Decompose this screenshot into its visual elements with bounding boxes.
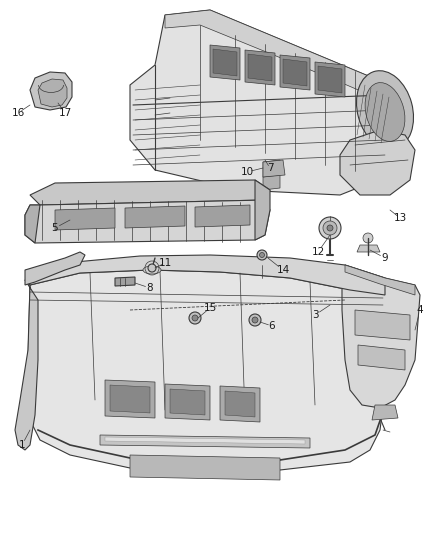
Polygon shape xyxy=(130,455,280,480)
Polygon shape xyxy=(105,380,155,418)
Ellipse shape xyxy=(323,221,337,235)
Polygon shape xyxy=(195,205,250,227)
Polygon shape xyxy=(358,345,405,370)
Text: 10: 10 xyxy=(240,167,254,177)
Polygon shape xyxy=(130,10,390,195)
Ellipse shape xyxy=(365,83,405,141)
Polygon shape xyxy=(357,245,380,252)
Polygon shape xyxy=(30,72,72,110)
Polygon shape xyxy=(25,200,270,243)
Polygon shape xyxy=(245,50,275,85)
Text: 15: 15 xyxy=(203,303,217,313)
Text: 11: 11 xyxy=(159,258,172,268)
Polygon shape xyxy=(213,49,237,76)
Polygon shape xyxy=(355,310,410,340)
Polygon shape xyxy=(225,391,255,417)
Ellipse shape xyxy=(143,266,161,274)
Ellipse shape xyxy=(192,315,198,321)
Ellipse shape xyxy=(363,233,373,243)
Polygon shape xyxy=(263,160,285,177)
Text: 6: 6 xyxy=(268,321,276,331)
Text: 12: 12 xyxy=(311,247,325,257)
Polygon shape xyxy=(125,206,185,228)
Polygon shape xyxy=(248,54,272,81)
Polygon shape xyxy=(342,265,420,408)
Text: 5: 5 xyxy=(52,223,58,233)
Polygon shape xyxy=(340,130,415,195)
Ellipse shape xyxy=(148,264,156,272)
Polygon shape xyxy=(110,385,150,413)
Polygon shape xyxy=(100,435,310,448)
Text: 8: 8 xyxy=(147,283,153,293)
Polygon shape xyxy=(170,389,205,415)
Polygon shape xyxy=(25,205,40,243)
Polygon shape xyxy=(318,66,342,93)
Polygon shape xyxy=(30,180,270,205)
Ellipse shape xyxy=(259,253,265,257)
Polygon shape xyxy=(165,10,390,95)
Polygon shape xyxy=(255,180,270,240)
Polygon shape xyxy=(28,270,385,472)
Polygon shape xyxy=(315,62,345,97)
Polygon shape xyxy=(263,160,280,177)
Polygon shape xyxy=(372,405,398,420)
Ellipse shape xyxy=(357,71,413,149)
Text: 7: 7 xyxy=(267,163,273,173)
Polygon shape xyxy=(25,255,385,295)
Text: 1: 1 xyxy=(19,440,25,450)
Text: 3: 3 xyxy=(312,310,318,320)
Ellipse shape xyxy=(189,312,201,324)
Polygon shape xyxy=(105,437,305,444)
Polygon shape xyxy=(15,280,38,450)
Ellipse shape xyxy=(319,217,341,239)
Polygon shape xyxy=(55,208,115,230)
Text: 17: 17 xyxy=(58,108,72,118)
Polygon shape xyxy=(115,277,135,286)
Ellipse shape xyxy=(249,314,261,326)
Polygon shape xyxy=(25,252,85,285)
Polygon shape xyxy=(345,265,415,295)
Text: 9: 9 xyxy=(381,253,389,263)
Polygon shape xyxy=(165,384,210,420)
Text: 13: 13 xyxy=(393,213,406,223)
Polygon shape xyxy=(210,45,240,80)
Polygon shape xyxy=(38,79,67,107)
Polygon shape xyxy=(220,386,260,422)
Text: 14: 14 xyxy=(276,265,290,275)
Ellipse shape xyxy=(327,225,333,231)
Text: 4: 4 xyxy=(417,305,423,315)
Polygon shape xyxy=(263,175,280,190)
Ellipse shape xyxy=(252,317,258,323)
Polygon shape xyxy=(280,55,310,90)
Text: 16: 16 xyxy=(11,108,25,118)
Polygon shape xyxy=(283,59,307,86)
Ellipse shape xyxy=(257,250,267,260)
